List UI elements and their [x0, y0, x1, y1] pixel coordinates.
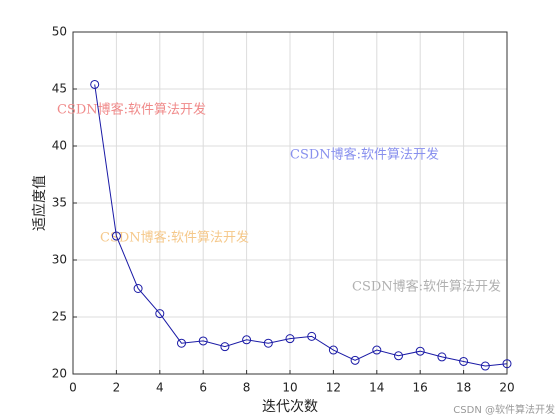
x-tick-label: 4: [156, 381, 164, 395]
x-tick-label: 14: [369, 381, 384, 395]
credit: CSDN @软件算法开发: [453, 403, 555, 416]
x-tick-label: 18: [456, 381, 471, 395]
y-tick-label: 20: [52, 367, 67, 381]
marker: [350, 355, 360, 365]
y-tick-label: 35: [52, 196, 67, 210]
marker: [307, 331, 317, 341]
marker: [502, 359, 512, 369]
marker: [480, 361, 490, 371]
marker: [177, 338, 186, 348]
y-tick-label: 45: [52, 82, 67, 96]
x-tick-label: 10: [282, 381, 297, 395]
x-tick-label: 2: [113, 381, 121, 395]
y-tick-label: 50: [52, 25, 67, 39]
y-tick-label: 40: [52, 139, 67, 153]
marker: [415, 346, 425, 356]
marker: [263, 338, 273, 348]
x-tick-label: 20: [499, 381, 514, 395]
marker: [372, 345, 382, 355]
marker: [220, 342, 230, 352]
marker: [90, 79, 100, 89]
y-tick-label: 25: [52, 310, 67, 324]
x-tick-label: 8: [243, 381, 251, 395]
marker: [155, 309, 165, 319]
marker: [437, 352, 447, 362]
x-tick-label: 16: [413, 381, 428, 395]
watermark: CSDN博客:软件算法开发: [57, 102, 206, 118]
marker: [111, 231, 121, 241]
x-tick-label: 6: [199, 381, 207, 395]
plot-frame: [72, 31, 508, 375]
watermark: CSDN博客:软件算法开发: [290, 147, 439, 163]
y-tick-label: 30: [52, 253, 67, 267]
marker: [242, 335, 252, 345]
x-tick-label: 12: [326, 381, 341, 395]
marker: [285, 334, 295, 344]
y-axis-label: 适应度值: [31, 175, 48, 231]
x-axis-label: 迭代次数: [262, 399, 318, 415]
marker: [459, 356, 469, 366]
watermark: CSDN博客:软件算法开发: [100, 230, 249, 246]
marker: [198, 336, 208, 346]
marker: [394, 351, 403, 361]
watermark: CSDN博客:软件算法开发: [352, 279, 501, 295]
marker: [328, 345, 338, 355]
marker: [133, 284, 143, 293]
x-tick-label: 0: [69, 381, 77, 395]
